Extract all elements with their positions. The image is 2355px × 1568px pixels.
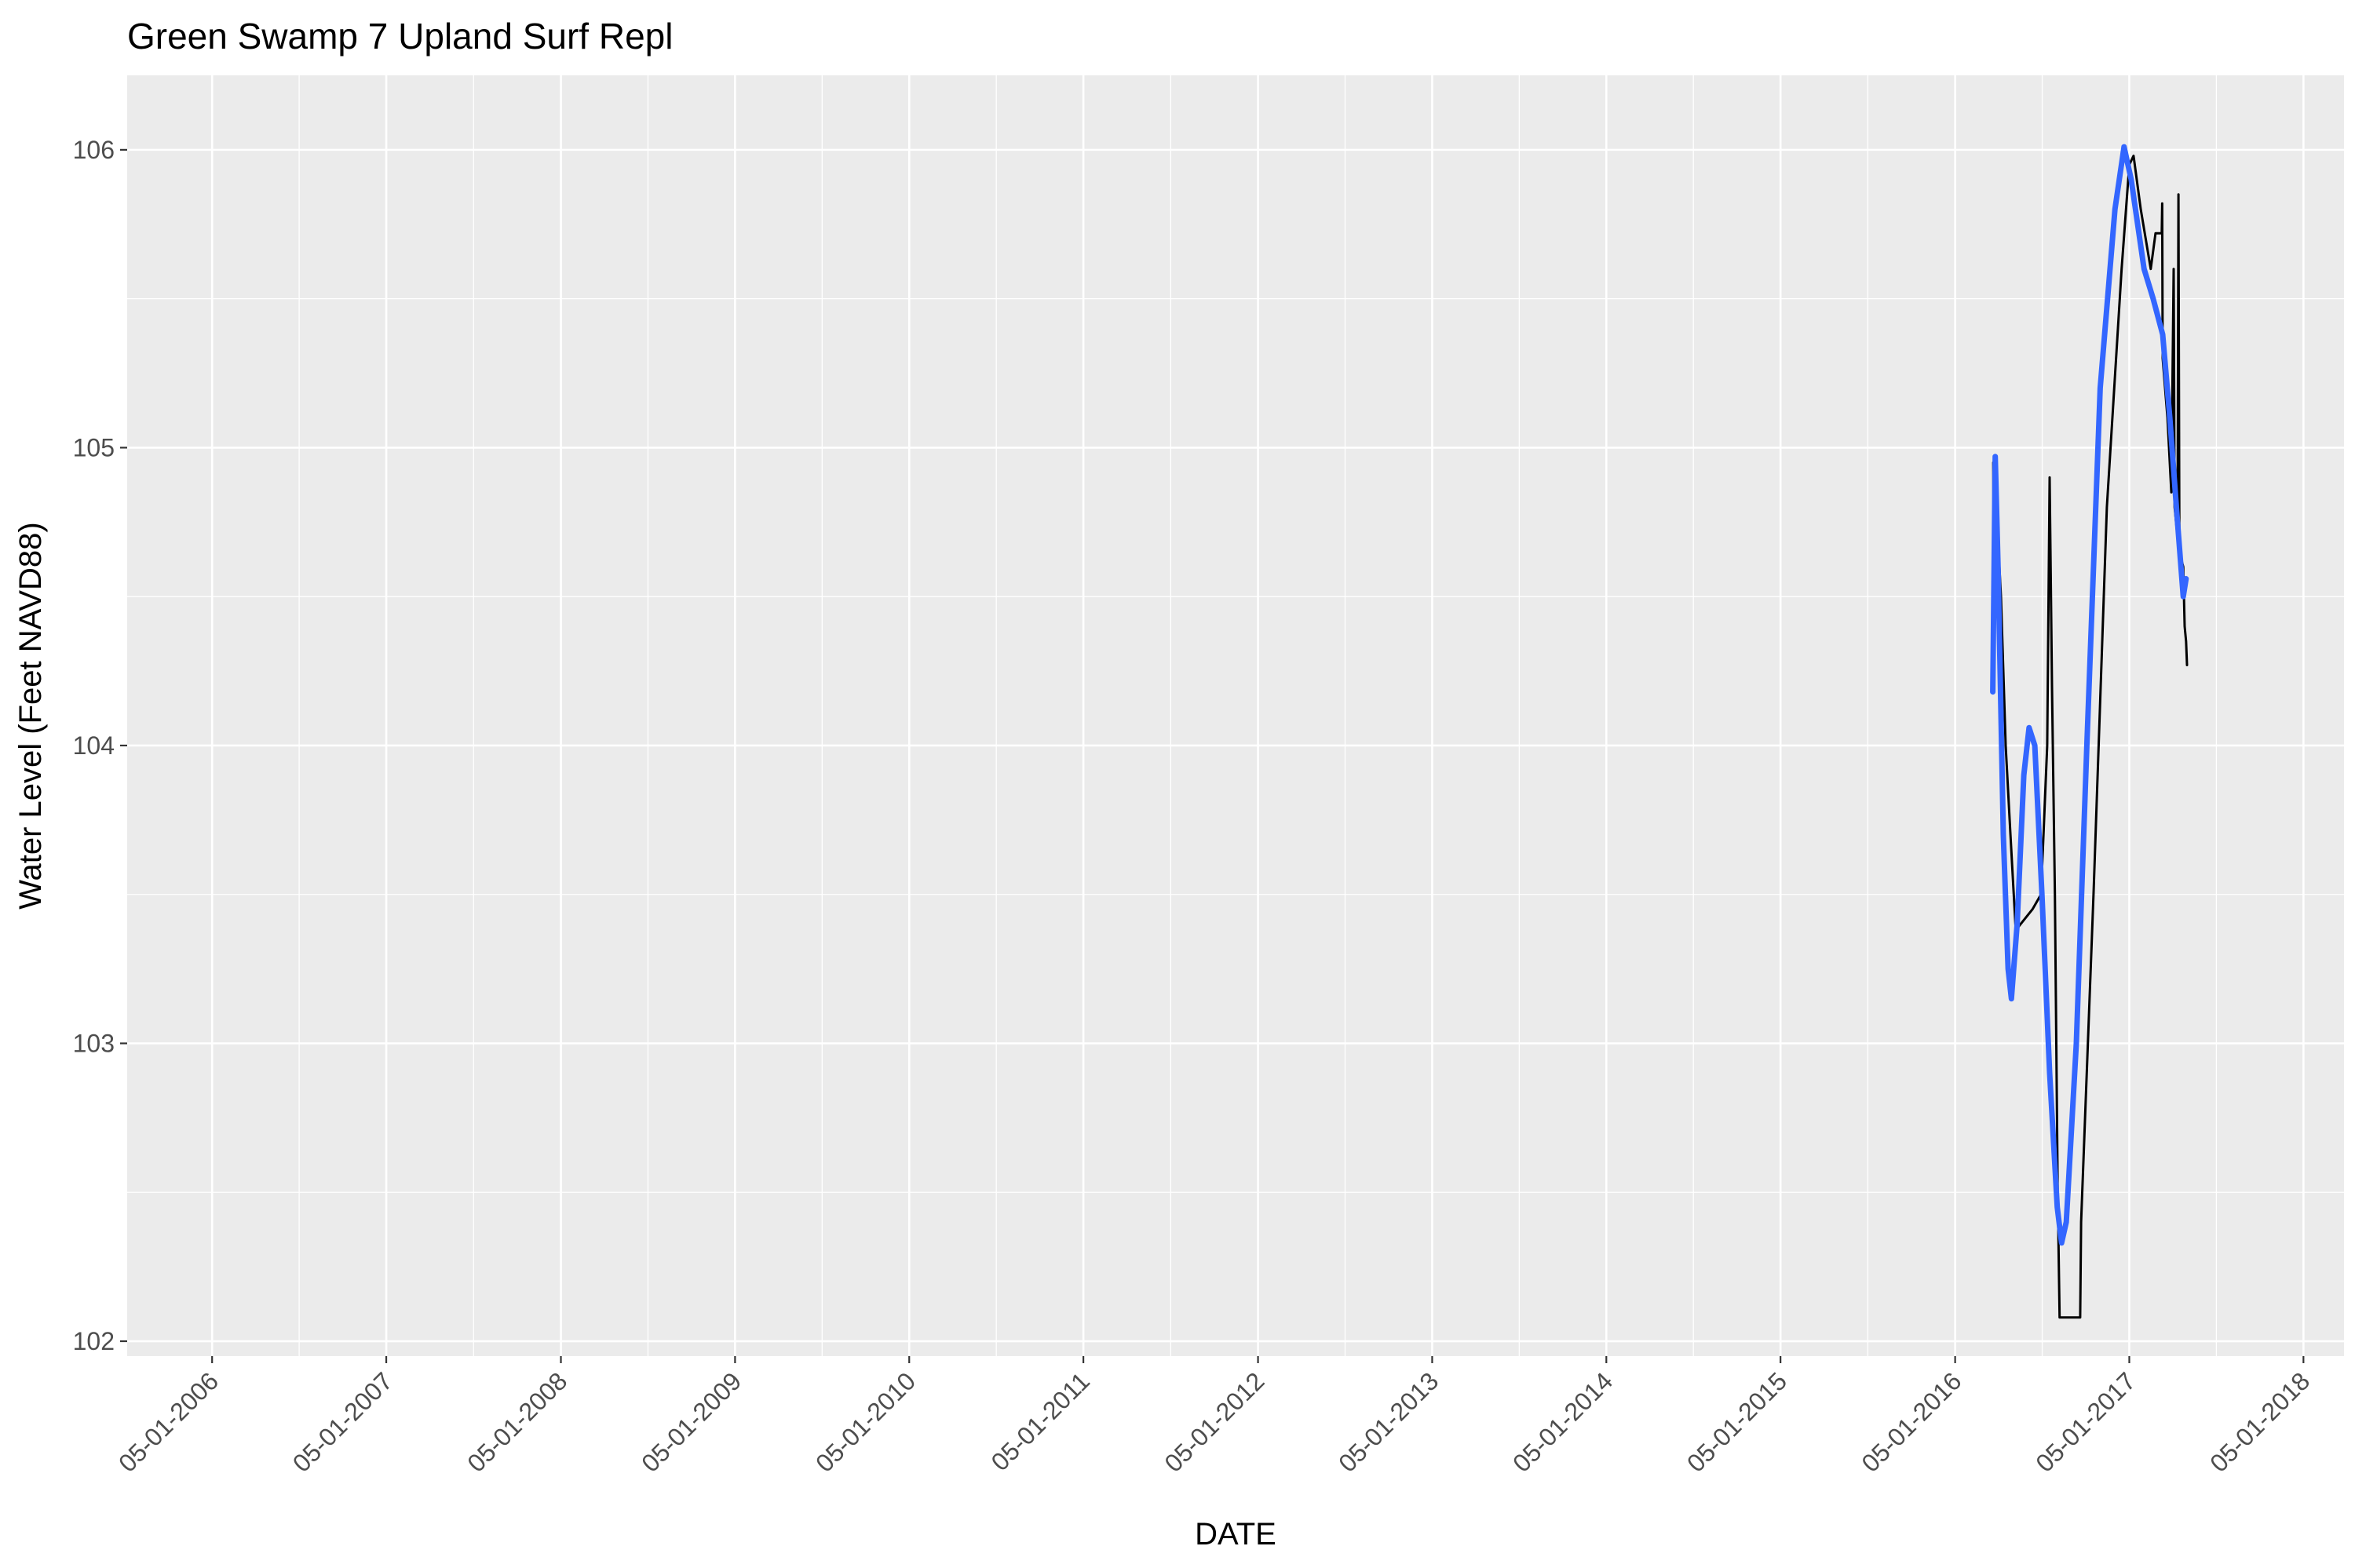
x-tick-label: 05-01-2007	[287, 1366, 398, 1477]
chart-title: Green Swamp 7 Upland Surf Repl	[127, 16, 673, 57]
y-tick-label: 103	[73, 1029, 115, 1057]
smoothed-series-line	[1990, 144, 2189, 1246]
x-tick-label: 05-01-2016	[1856, 1366, 1966, 1477]
series-layer	[1990, 144, 2189, 1319]
x-tick-label: 05-01-2009	[636, 1366, 747, 1477]
plot-panel	[127, 75, 2344, 1356]
y-axis: 102 103 104 105 106	[73, 136, 127, 1355]
x-axis-title: DATE	[1195, 1517, 1276, 1552]
x-tick-label: 05-01-2014	[1507, 1366, 1618, 1477]
x-tick-label: 05-01-2011	[986, 1366, 1096, 1476]
x-tick-label: 05-01-2013	[1333, 1366, 1444, 1477]
y-axis-title: Water Level (Feet NAVD88)	[13, 522, 48, 910]
x-axis: 05-01-2006 05-01-2007 05-01-2008 05-01-2009…	[113, 1356, 2315, 1478]
y-tick-label: 104	[73, 731, 115, 760]
x-tick-label: 05-01-2012	[1159, 1366, 1269, 1477]
x-tick-label: 05-01-2010	[810, 1366, 921, 1477]
y-tick-label: 105	[73, 433, 115, 461]
y-tick-label: 102	[73, 1327, 115, 1355]
x-tick-label: 05-01-2018	[2204, 1366, 2315, 1477]
x-tick-label: 05-01-2015	[1681, 1366, 1792, 1477]
x-tick-label: 05-01-2017	[2030, 1366, 2141, 1477]
x-tick-label: 05-01-2008	[462, 1366, 572, 1477]
minor-gridlines	[127, 75, 2344, 1356]
y-tick-label: 106	[73, 136, 115, 164]
x-tick-label: 05-01-2006	[113, 1366, 224, 1477]
major-gridlines	[127, 75, 2344, 1356]
